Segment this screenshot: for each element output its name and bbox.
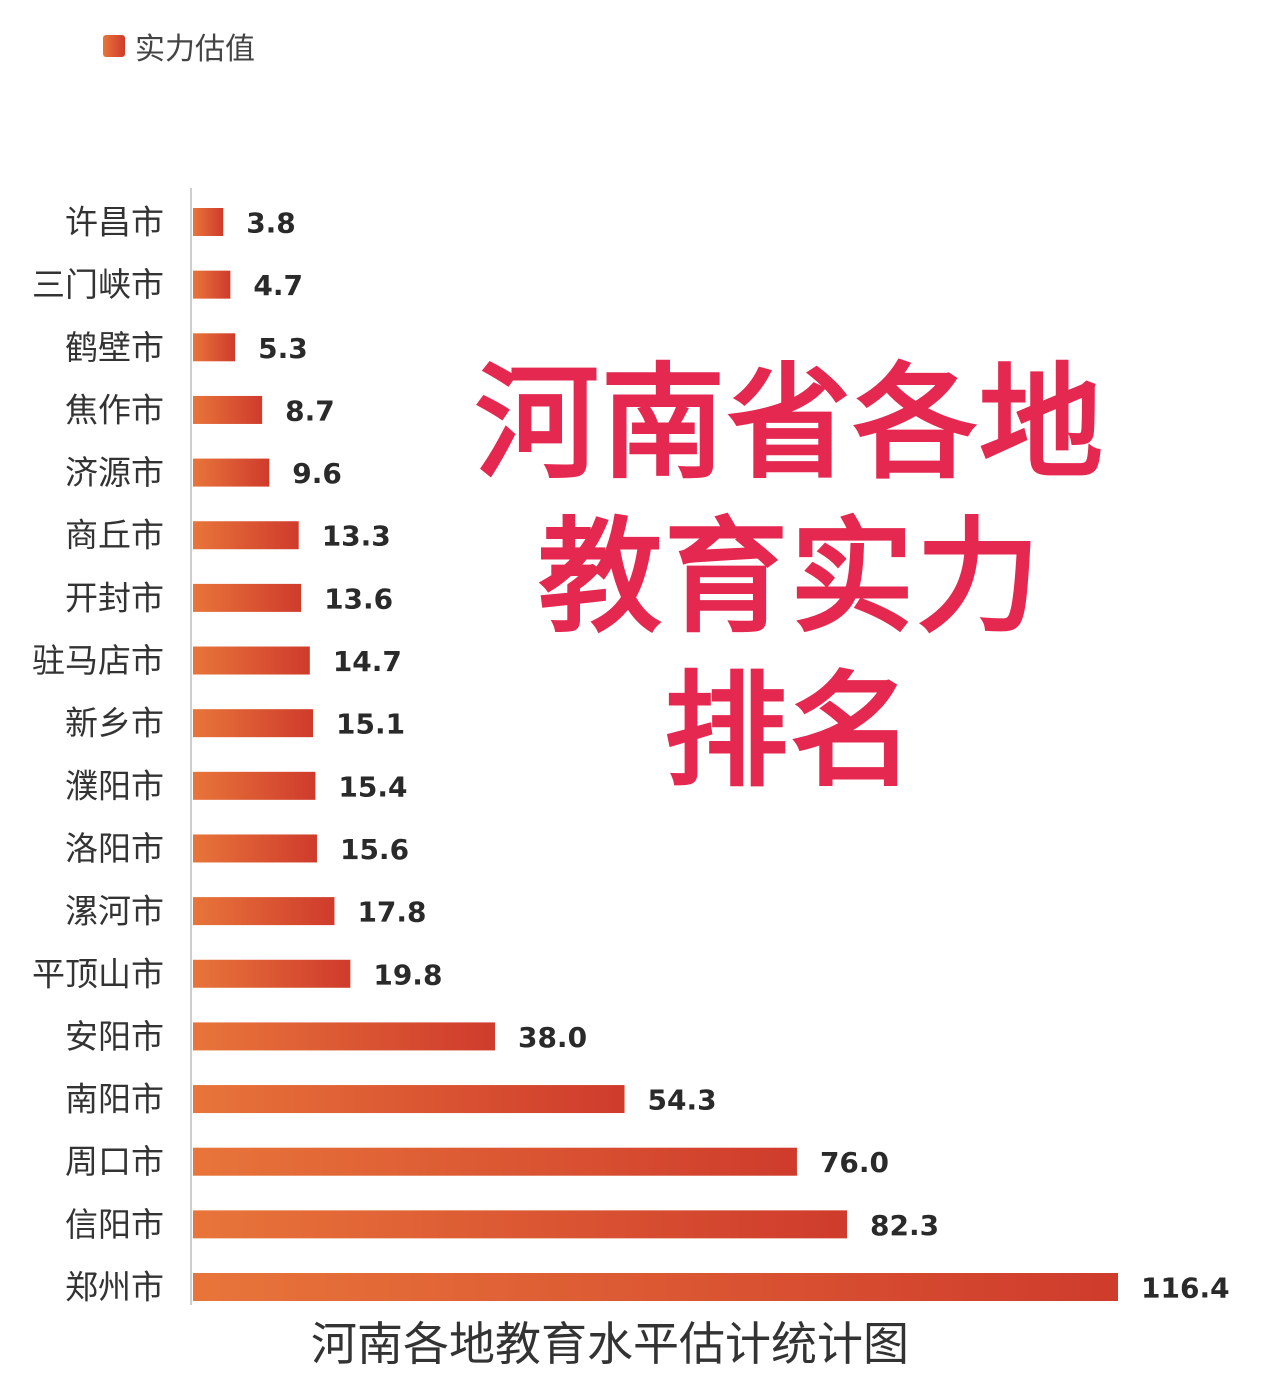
labels-group: 许昌市 3.8 三门峡市 4.7 鹤壁市 5.3 焦作市 8.7 济源市 9.6 商丘市 13.3 开封…: [32, 203, 1230, 1307]
category-label: 开封市: [65, 578, 164, 617]
bar-1: [193, 208, 224, 236]
chart-title: 河南各地教育水平估计统计图: [311, 1317, 909, 1371]
bar-14: [193, 1022, 495, 1051]
bar-15: [193, 1085, 625, 1114]
bar-2: [193, 270, 231, 299]
bar-12: [193, 897, 335, 926]
value-label: 4.7: [253, 269, 303, 302]
category-label: 周口市: [65, 1142, 164, 1181]
value-label: 9.6: [292, 457, 342, 490]
value-label: 14.7: [333, 645, 402, 678]
bar-5: [193, 458, 270, 487]
category-label: 三门峡市: [32, 265, 164, 304]
category-label: 平顶山市: [32, 954, 164, 993]
bar-3: [193, 333, 236, 362]
bar-10: [193, 771, 316, 800]
chart-legend: 实力估值: [103, 28, 255, 67]
overlay-line-2: 教育实力: [537, 505, 1042, 650]
bar-17: [193, 1210, 848, 1239]
category-label: 洛阳市: [65, 829, 164, 868]
value-label: 38.0: [518, 1021, 587, 1054]
value-label: 13.6: [324, 582, 393, 615]
overlay-line-3: 排名: [663, 659, 916, 804]
value-label: 15.1: [336, 708, 405, 741]
category-label: 濮阳市: [65, 766, 164, 805]
category-label: 安阳市: [65, 1017, 164, 1056]
bar-18: [193, 1273, 1118, 1301]
bars-group: [193, 208, 1118, 1301]
value-label: 54.3: [648, 1084, 717, 1117]
bar-7: [193, 583, 302, 612]
category-label: 商丘市: [65, 516, 164, 555]
value-label: 19.8: [373, 958, 442, 991]
bar-13: [193, 959, 351, 988]
category-label: 鹤壁市: [65, 328, 164, 367]
bar-16: [193, 1147, 797, 1176]
category-label: 南阳市: [65, 1080, 164, 1119]
legend-swatch: [103, 35, 125, 57]
value-label: 116.4: [1141, 1272, 1230, 1305]
value-label: 13.3: [322, 520, 391, 553]
value-label: 76.0: [820, 1146, 889, 1179]
category-label: 济源市: [65, 453, 164, 492]
bar-11: [193, 834, 317, 863]
category-label: 焦作市: [65, 390, 164, 429]
bar-8: [193, 646, 310, 675]
bar-6: [193, 521, 299, 550]
value-label: 82.3: [870, 1209, 939, 1242]
legend-label: 实力估值: [135, 32, 255, 67]
overlay-line-1: 河南省各地: [474, 352, 1105, 496]
value-label: 15.4: [338, 770, 407, 803]
category-label: 新乡市: [65, 704, 164, 743]
value-label: 17.8: [357, 896, 426, 929]
category-label: 驻马店市: [32, 641, 164, 680]
value-label: 8.7: [285, 394, 335, 427]
overlay-headline: 河南省各地 教育实力 排名: [380, 348, 1200, 809]
value-label: 5.3: [258, 332, 308, 365]
value-label: 15.6: [340, 833, 409, 866]
category-label: 郑州市: [65, 1268, 164, 1307]
value-label: 3.8: [246, 207, 296, 240]
bar-9: [193, 709, 313, 738]
category-label: 漯河市: [65, 892, 164, 931]
category-label: 许昌市: [65, 203, 164, 242]
bar-4: [193, 395, 263, 424]
category-label: 信阳市: [65, 1205, 164, 1244]
